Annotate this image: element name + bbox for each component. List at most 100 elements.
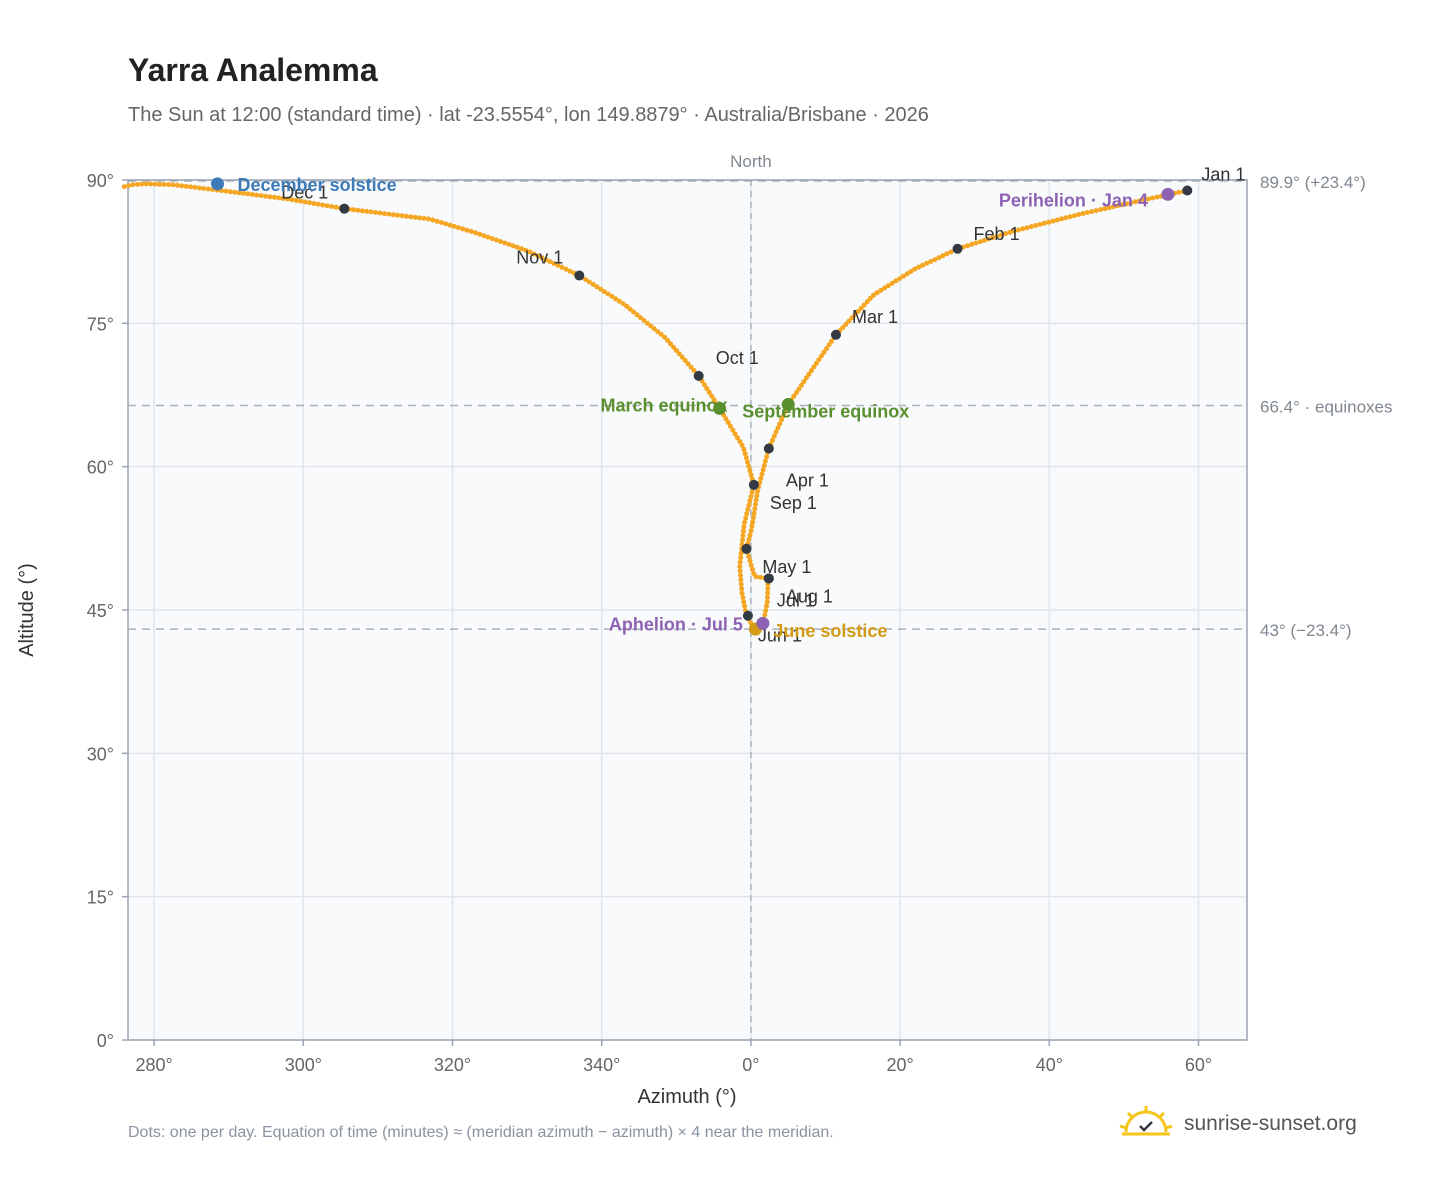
daily-sun-dot	[531, 251, 537, 257]
daily-sun-dot	[631, 309, 636, 315]
month-label: Nov 1	[516, 248, 563, 268]
daily-sun-dot	[924, 260, 930, 266]
daily-sun-dot	[368, 209, 374, 215]
daily-sun-dot	[940, 253, 946, 259]
daily-sun-dot	[227, 189, 233, 195]
daily-sun-dot	[761, 463, 767, 468]
daily-sun-dot	[1154, 194, 1160, 200]
daily-sun-dot	[430, 217, 436, 223]
daily-sun-dot	[601, 289, 607, 295]
brand-logo[interactable]: sunrise-sunset.org	[1118, 1102, 1357, 1146]
x-tick-label: 60°	[1185, 1055, 1212, 1075]
daily-sun-dot	[840, 325, 846, 331]
daily-sun-dot	[808, 368, 814, 374]
daily-sun-dot	[403, 213, 409, 219]
month-label: Feb 1	[974, 224, 1020, 244]
daily-sun-dot	[510, 243, 516, 249]
daily-sun-dot	[590, 281, 596, 287]
daily-sun-dot	[1037, 221, 1043, 227]
daily-sun-dot	[864, 299, 870, 305]
x-axis-ticks: 280° 300° 320° 340° 0° 20° 40° 60°	[135, 1040, 1212, 1075]
daily-sun-dot	[745, 459, 750, 465]
daily-sun-dot	[586, 279, 592, 285]
daily-sun-dot	[765, 590, 771, 596]
daily-sun-dot	[289, 197, 295, 203]
daily-sun-dot	[821, 349, 827, 355]
daily-sun-dot	[765, 594, 770, 600]
daily-sun-dot	[130, 182, 136, 188]
daily-sun-dot	[399, 213, 405, 219]
north-label: North	[730, 152, 772, 171]
daily-sun-dot	[148, 181, 154, 187]
daily-sun-dot	[1124, 201, 1129, 207]
daily-sun-dot	[1119, 202, 1125, 208]
daily-sun-dot	[803, 375, 809, 381]
daily-sun-dot	[882, 285, 888, 291]
daily-sun-dot	[1098, 207, 1103, 213]
daily-sun-dot	[742, 451, 748, 457]
daily-sun-dot	[498, 239, 504, 244]
daily-sun-dot	[183, 183, 189, 189]
daily-sun-dot	[843, 321, 849, 327]
daily-sun-dot	[605, 291, 611, 297]
daily-sun-dot	[725, 420, 731, 425]
daily-sun-dot	[730, 427, 736, 433]
daily-sun-dot	[324, 203, 330, 209]
daily-sun-dot	[386, 211, 392, 217]
daily-sun-dot	[671, 344, 676, 350]
x-tick-label: 0°	[742, 1055, 759, 1075]
daily-sun-dot	[965, 243, 970, 249]
daily-sun-dot	[451, 223, 457, 229]
month-label: May 1	[762, 557, 811, 577]
daily-sun-dot	[765, 586, 771, 591]
daily-sun-dot	[651, 326, 657, 332]
daily-sun-dot	[1084, 210, 1090, 215]
daily-sun-dot	[746, 502, 752, 508]
month-marker	[742, 610, 753, 621]
daily-sun-dot	[1028, 224, 1034, 230]
reference-line-label: 43° (−23.4°)	[1260, 621, 1352, 640]
event-label: September equinox	[742, 402, 909, 422]
daily-sun-dot	[742, 519, 748, 525]
x-tick-label: 40°	[1036, 1055, 1063, 1075]
daily-sun-dot	[241, 190, 246, 196]
daily-sun-dot	[973, 240, 979, 246]
footnote: Dots: one per day. Equation of time (min…	[128, 1124, 834, 1141]
daily-sun-dot	[741, 446, 747, 452]
y-axis-ticks: 0° 15° 30° 45° 60° 75° 90°	[87, 171, 128, 1051]
month-marker	[339, 203, 350, 214]
event-label: March equinox	[601, 395, 728, 415]
daily-sun-dot	[737, 439, 743, 444]
month-label: Jul 1	[777, 590, 815, 610]
daily-sun-dot	[1024, 225, 1030, 231]
daily-sun-dot	[455, 225, 461, 231]
daily-sun-dot	[493, 237, 499, 243]
daily-sun-dot	[747, 532, 753, 538]
daily-sun-dot	[747, 498, 753, 504]
daily-sun-dot	[723, 416, 729, 422]
month-label: Mar 1	[852, 307, 898, 327]
daily-sun-dot	[315, 201, 321, 207]
daily-sun-dot	[174, 182, 180, 188]
daily-sun-dot	[1115, 203, 1121, 209]
daily-sun-dot	[920, 262, 926, 268]
daily-sun-dot	[280, 196, 286, 201]
daily-sun-dot	[791, 393, 797, 399]
daily-sun-dot	[1128, 200, 1134, 206]
daily-sun-dot	[665, 338, 671, 343]
daily-sun-dot	[673, 348, 679, 353]
reference-lines: 89.9° (+23.4°) 66.4° · equinoxes 43° (−23.…	[128, 173, 1393, 640]
daily-sun-dot	[755, 488, 760, 494]
daily-sun-dot	[161, 182, 167, 187]
daily-sun-dot	[990, 235, 996, 241]
daily-sun-dot	[583, 277, 589, 283]
month-label: Sep 1	[770, 493, 817, 513]
daily-sun-dot	[849, 315, 855, 321]
daily-sun-dot	[634, 312, 640, 318]
daily-sun-dot	[775, 425, 781, 431]
daily-sun-dot	[543, 257, 549, 263]
daily-sun-dot	[819, 353, 824, 359]
daily-sun-dot	[757, 574, 763, 580]
daily-sun-dot	[763, 608, 769, 614]
